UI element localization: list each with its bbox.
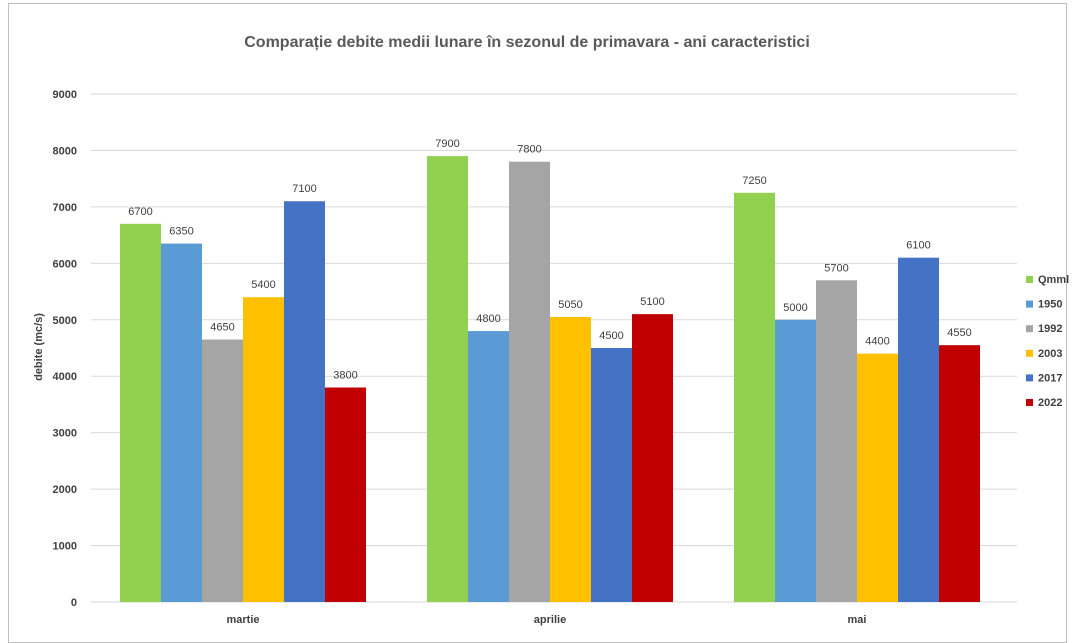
data-label: 3800 <box>333 370 357 382</box>
legend-entry: 2017 <box>1038 372 1062 384</box>
bar-aprilie-2003 <box>550 316 591 602</box>
y-tick-label: 0 <box>71 597 77 609</box>
bar-martie-1950 <box>161 243 202 603</box>
y-tick-label: 2000 <box>53 484 77 496</box>
bars <box>120 156 980 603</box>
legend-entry: 2003 <box>1038 348 1062 360</box>
chart-title: Comparație debite medii lunare în sezonu… <box>244 34 810 51</box>
legend-entry: 1950 <box>1038 299 1062 311</box>
y-tick-label: 6000 <box>53 258 77 270</box>
x-axis-categories: martie aprilie mai <box>226 614 866 626</box>
data-label: 4500 <box>599 330 623 342</box>
bar-aprilie-2022 <box>632 314 673 602</box>
category-label-aprilie: aprilie <box>534 614 566 626</box>
y-axis-label: debite (mc/s) <box>33 313 45 381</box>
data-label: 7250 <box>742 175 766 187</box>
y-tick-label: 3000 <box>53 428 77 440</box>
bar-mai-2017 <box>898 257 939 602</box>
y-tick-label: 5000 <box>53 315 77 327</box>
bar-martie-2003 <box>243 297 284 602</box>
y-tick-label: 8000 <box>53 145 77 157</box>
data-label: 4400 <box>865 336 889 348</box>
legend-entry: 1992 <box>1038 323 1062 335</box>
bar-mai-2022 <box>939 345 980 602</box>
data-label: 5700 <box>824 262 848 274</box>
data-label: 5100 <box>640 296 664 308</box>
legend-entry: Qmml <box>1038 274 1069 286</box>
data-label: 4550 <box>947 327 971 339</box>
data-label: 4650 <box>210 322 234 334</box>
legend-swatch <box>1026 374 1033 382</box>
bar-aprilie-2017 <box>591 348 632 602</box>
category-label-martie: martie <box>226 614 259 626</box>
y-tick-label: 7000 <box>53 202 77 214</box>
bar-martie-Qmml <box>120 223 161 603</box>
bar-mai-1950 <box>775 319 816 602</box>
bar-aprilie-1992 <box>509 161 550 602</box>
y-tick-label: 4000 <box>53 371 77 383</box>
bar-martie-2022 <box>325 387 366 602</box>
y-tick-label: 9000 <box>53 89 77 101</box>
legend-swatch <box>1026 399 1033 406</box>
legend-swatch <box>1026 276 1033 283</box>
category-label-mai: mai <box>848 614 867 626</box>
bar-aprilie-1950 <box>468 331 509 602</box>
bar-martie-1992 <box>202 339 243 602</box>
data-label: 5050 <box>558 299 582 311</box>
data-label: 5000 <box>783 302 807 314</box>
bar-mai-2003 <box>857 353 898 602</box>
data-label: 7100 <box>292 183 316 195</box>
bar-aprilie-Qmml <box>427 156 468 603</box>
legend-swatch <box>1026 325 1033 333</box>
data-label: 7900 <box>435 138 459 150</box>
data-label: 6700 <box>128 206 152 218</box>
bar-mai-1992 <box>816 280 857 602</box>
data-label: 5400 <box>251 279 275 291</box>
y-axis-ticks: 0 1000 2000 3000 4000 5000 6000 7000 8000 9000 <box>53 89 77 609</box>
legend-entry: 2022 <box>1038 397 1062 409</box>
data-labels: 6700 6350 4650 5400 7100 3800 7900 4800 7800 5050… <box>128 138 971 381</box>
data-label: 4800 <box>476 313 500 325</box>
y-tick-label: 1000 <box>53 541 77 553</box>
legend: Qmml 1950 1992 2003 2017 2022 <box>1026 274 1069 409</box>
data-label: 7800 <box>517 144 541 156</box>
data-label: 6350 <box>169 226 193 238</box>
bar-chart: Comparație debite medii lunare în sezonu… <box>33 34 1069 626</box>
bar-martie-2017 <box>284 201 325 602</box>
data-label: 6100 <box>906 240 930 252</box>
legend-swatch <box>1026 349 1033 357</box>
bar-mai-Qmml <box>734 192 775 602</box>
legend-swatch <box>1026 300 1033 308</box>
